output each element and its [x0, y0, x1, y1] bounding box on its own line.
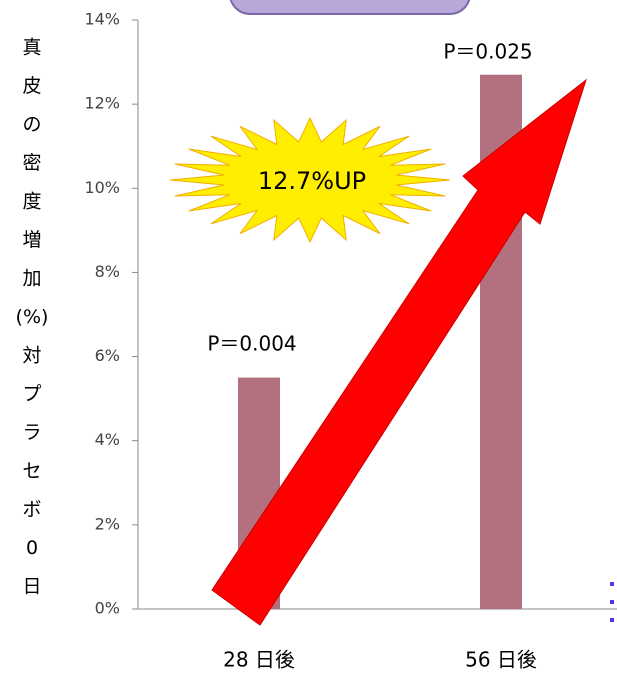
y-tick-label: 4% — [95, 430, 120, 449]
y-ticks: 0% 2% 4% 6% 8% 10% 12% 14% — [84, 10, 120, 618]
y-label-line: 加 — [22, 268, 41, 290]
y-label-line: ラ — [22, 422, 41, 444]
y-label-line: ボ — [22, 499, 41, 521]
x-tick-label: 56 日後 — [465, 648, 537, 672]
y-label-line: 対 — [22, 345, 41, 367]
annotation: P＝0.004 — [207, 332, 296, 356]
y-label-line: プ — [22, 383, 41, 405]
y-tick-label: 6% — [95, 346, 120, 365]
y-label-line: の — [22, 114, 41, 136]
decor — [610, 582, 614, 586]
y-label-line: (%) — [16, 306, 49, 328]
y-tick-label: 10% — [84, 178, 120, 197]
top-shape — [230, 0, 470, 14]
y-label-line: 増 — [22, 229, 41, 251]
y-label-line: 真 — [22, 37, 41, 59]
annotation: 12.7%UP — [258, 167, 366, 195]
y-tick-label: 8% — [95, 262, 120, 281]
decor — [610, 618, 614, 622]
y-label-line: 密 — [22, 152, 41, 174]
x-tick-label: 28 日後 — [223, 648, 295, 672]
annotation: P＝0.025 — [443, 40, 532, 64]
y-label-line: 日 — [22, 576, 41, 598]
y-tick-label: 0% — [95, 599, 120, 618]
y-label-line: 度 — [22, 191, 41, 213]
y-label-line: 皮 — [22, 75, 41, 97]
y-tick-label: 2% — [95, 514, 120, 533]
y-tick-label: 12% — [84, 94, 120, 113]
y-label-line: セ — [22, 460, 41, 482]
decor — [610, 600, 614, 604]
chart: 真皮の密度増加 (%) 対プラセボ 0 日 0% 2% 4% 6% 8% 10% 12% 14% P＝… — [0, 0, 617, 675]
y-label-line: 0 — [26, 537, 38, 559]
y-tick-label: 14% — [84, 10, 120, 29]
